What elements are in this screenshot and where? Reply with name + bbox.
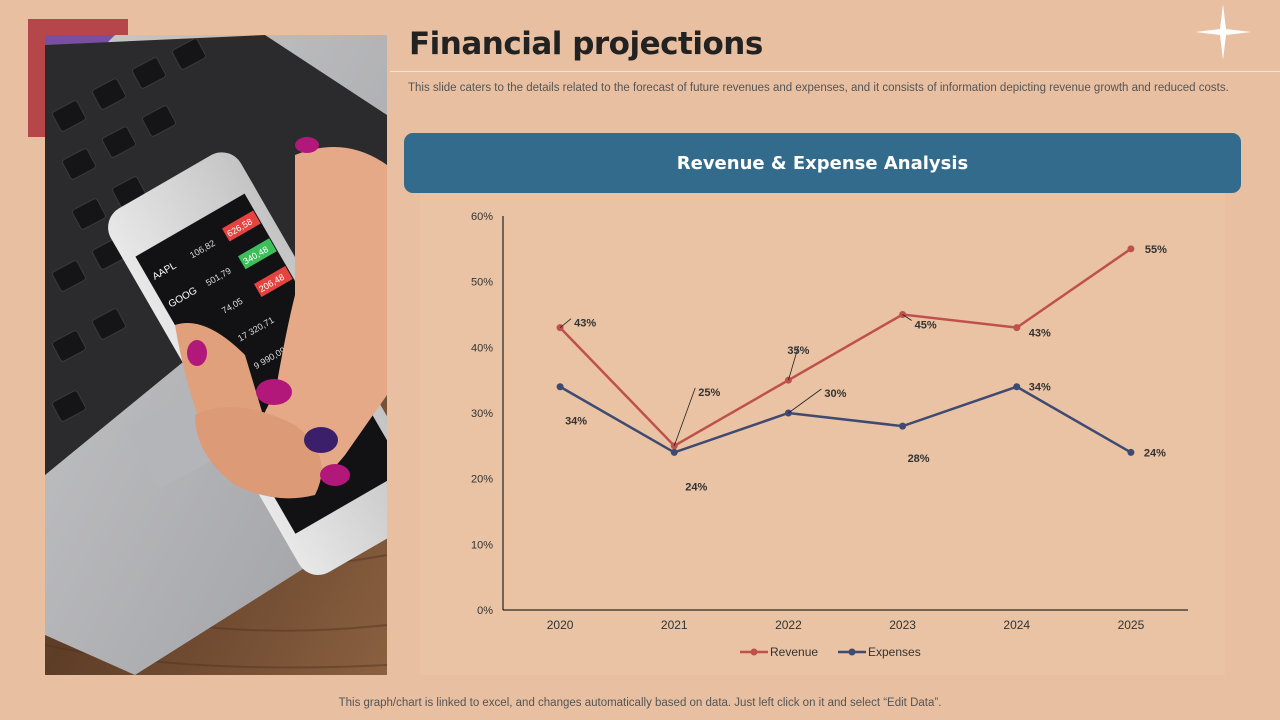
data-point-revenue — [1013, 324, 1021, 332]
data-label: 34% — [1029, 382, 1051, 394]
data-label: 25% — [698, 387, 720, 399]
footer-note: This graph/chart is linked to excel, and… — [0, 697, 1280, 709]
data-point-revenue — [1127, 245, 1135, 253]
chart-banner: Revenue & Expense Analysis — [404, 133, 1241, 193]
title-divider — [390, 71, 1280, 72]
x-tick-label: 2020 — [547, 618, 574, 632]
data-label: 28% — [908, 453, 930, 465]
data-point-revenue — [784, 376, 792, 384]
y-tick-label: 20% — [471, 474, 493, 486]
page-title: Financial projections — [409, 26, 763, 62]
leader-line — [673, 387, 696, 446]
y-tick-label: 50% — [471, 277, 493, 289]
leader-line — [902, 314, 912, 321]
data-label: 35% — [787, 345, 809, 357]
data-label: 30% — [824, 388, 846, 400]
phone-change-badge — [254, 265, 293, 297]
chart-panel: 0% 10% 20% 30% 40% 50% 60% 2020 2021 2022 2023 202… — [420, 193, 1225, 675]
phone-change-badge — [222, 210, 261, 242]
x-tick-label: 2025 — [1118, 618, 1145, 632]
x-tick-label: 2024 — [1003, 618, 1030, 632]
y-tick-label: 0% — [477, 605, 493, 617]
photo-illustration: AAPL106,82626,58GOOG501,79340,48FB74,052… — [45, 35, 387, 675]
legend-label: Revenue — [770, 645, 818, 659]
hero-photo: AAPL106,82626,58GOOG501,79340,48FB74,052… — [45, 35, 387, 675]
data-point-expenses — [899, 422, 907, 430]
x-tick-label: 2021 — [661, 618, 688, 632]
y-tick-label: 10% — [471, 539, 493, 551]
data-label: 34% — [565, 416, 587, 428]
data-label: 24% — [685, 481, 707, 493]
phone-change-badge — [238, 238, 277, 270]
banner-title: Revenue & Expense Analysis — [676, 152, 969, 174]
leader-line — [788, 388, 822, 414]
legend-marker — [848, 648, 856, 656]
legend-label: Expenses — [868, 645, 921, 659]
data-label: 55% — [1145, 244, 1167, 256]
data-point-expenses — [784, 409, 792, 417]
line-chart: 0% 10% 20% 30% 40% 50% 60% 2020 2021 2022 2023 202… — [471, 211, 1188, 659]
leader-line — [559, 318, 572, 328]
slide-description: This slide caters to the details related… — [408, 82, 1229, 94]
y-tick-label: 40% — [471, 342, 493, 354]
data-point-expenses — [670, 448, 678, 456]
data-point-expenses — [556, 383, 564, 391]
series-line-expenses — [559, 385, 1132, 454]
x-tick-label: 2022 — [775, 618, 802, 632]
data-label: 43% — [574, 318, 596, 330]
series-line-revenue — [559, 247, 1132, 448]
y-tick-label: 60% — [471, 211, 493, 223]
x-tick-label: 2023 — [889, 618, 916, 632]
data-label: 43% — [1029, 328, 1051, 340]
data-label: 24% — [1144, 447, 1166, 459]
data-label: 45% — [915, 320, 937, 332]
legend-marker — [750, 648, 758, 656]
data-point-expenses — [1013, 383, 1021, 391]
data-point-expenses — [1127, 448, 1135, 456]
footer-text: This graph/chart is linked to excel, and… — [338, 697, 942, 709]
sparkle-icon — [1195, 4, 1251, 60]
y-tick-label: 30% — [471, 408, 493, 420]
leader-line — [788, 346, 799, 381]
